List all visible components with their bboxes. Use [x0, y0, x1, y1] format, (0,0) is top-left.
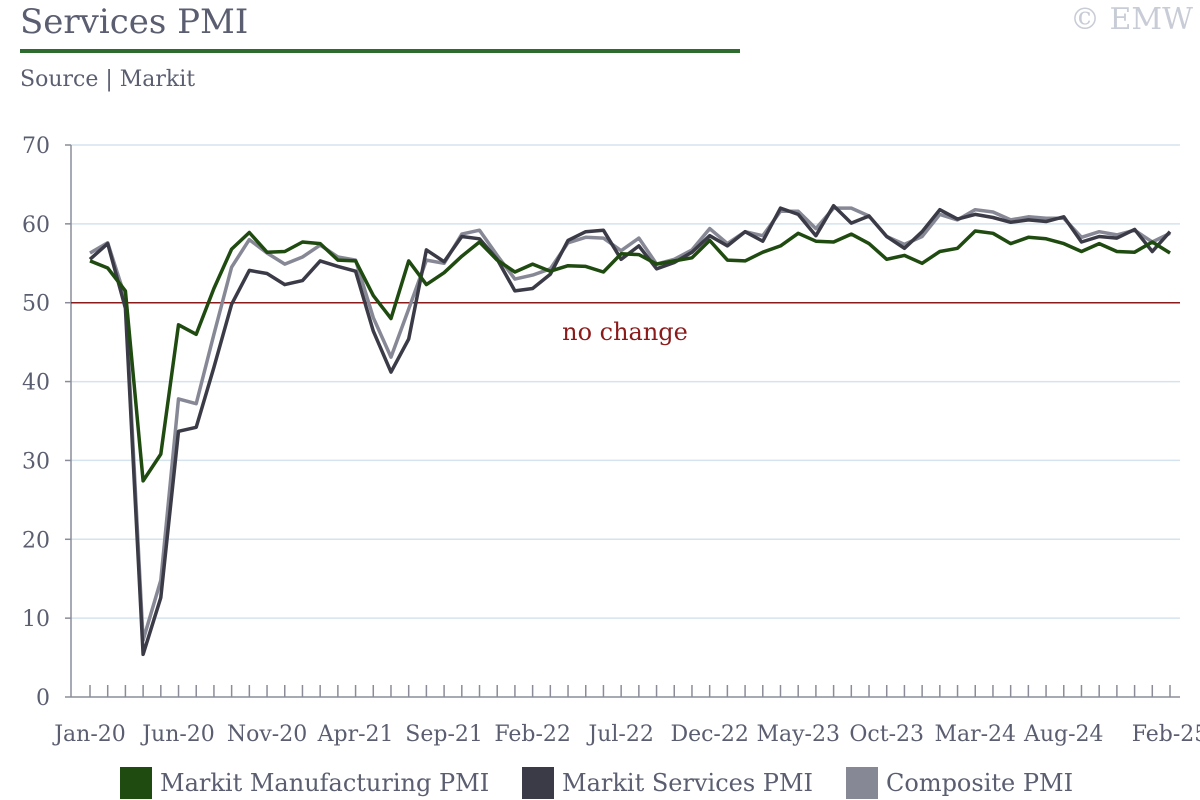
reference-line-label: no change [562, 318, 688, 346]
x-tick-label: Aug-24 [1023, 722, 1104, 747]
x-tick-label: Jul-22 [586, 722, 653, 747]
x-tick-label: Feb-22 [494, 722, 571, 747]
x-tick-label: Dec-22 [670, 722, 748, 747]
y-tick-label: 40 [22, 371, 50, 396]
legend-item-services[interactable]: Markit Services PMI [522, 766, 813, 800]
legend-swatch-manufacturing [120, 767, 152, 799]
legend-swatch-composite [846, 767, 878, 799]
x-tick-label: Feb-25 [1132, 722, 1200, 747]
legend-label-services: Markit Services PMI [562, 769, 813, 797]
title-underline [20, 49, 740, 53]
x-tick-label: Apr-21 [317, 722, 394, 747]
y-tick-label: 60 [22, 213, 50, 238]
copyright-watermark: © EMW [1070, 2, 1193, 37]
series-line-services [88, 203, 1172, 657]
legend-label-composite: Composite PMI [886, 769, 1074, 797]
legend-item-composite[interactable]: Composite PMI [846, 766, 1073, 800]
y-tick-label: 50 [22, 292, 50, 317]
legend-swatch-services [522, 767, 554, 799]
y-tick-label: 0 [36, 686, 50, 711]
y-tick-label: 10 [22, 607, 50, 632]
legend-label-manufacturing: Markit Manufacturing PMI [160, 769, 490, 797]
x-tick-label: Jan-20 [52, 722, 126, 747]
series-line-composite [89, 206, 1171, 642]
source-note: Source | Markit [20, 67, 196, 92]
chart-title: Services PMI [20, 2, 249, 42]
legend-item-manufacturing[interactable]: Markit Manufacturing PMI [120, 766, 489, 800]
y-tick-label: 20 [22, 528, 50, 553]
x-tick-label: Sep-21 [405, 722, 483, 747]
x-tick-label: Mar-24 [934, 722, 1016, 747]
y-tick-label: 70 [22, 134, 50, 159]
x-tick-label: Nov-20 [227, 722, 307, 747]
chart-legend: Markit Manufacturing PMI Markit Services… [0, 762, 1200, 800]
x-tick-label: Oct-23 [849, 722, 924, 747]
y-tick-label: 30 [22, 449, 50, 474]
x-tick-label: May-23 [756, 722, 840, 747]
series-line-manufacturing [89, 229, 1171, 483]
x-tick-label: Jun-20 [140, 722, 215, 747]
